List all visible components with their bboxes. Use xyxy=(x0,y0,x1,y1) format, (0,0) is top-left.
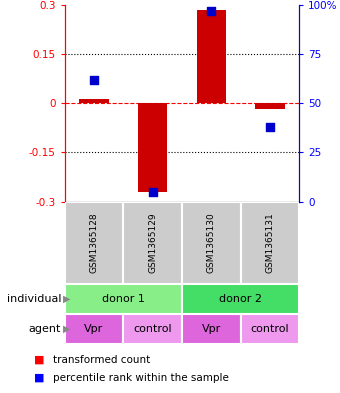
Text: GSM1365131: GSM1365131 xyxy=(266,213,274,273)
Bar xyxy=(197,10,226,103)
Bar xyxy=(182,202,241,284)
Text: control: control xyxy=(251,324,289,334)
Text: GSM1365130: GSM1365130 xyxy=(207,213,216,273)
Point xyxy=(150,189,155,195)
Text: percentile rank within the sample: percentile rank within the sample xyxy=(53,373,228,383)
Bar xyxy=(255,103,285,109)
Bar xyxy=(123,202,182,284)
Text: donor 2: donor 2 xyxy=(219,294,262,304)
Text: individual: individual xyxy=(7,294,61,304)
Text: ■: ■ xyxy=(34,355,45,365)
Bar xyxy=(123,314,182,344)
Bar xyxy=(79,99,108,103)
Bar xyxy=(65,202,123,284)
Text: GSM1365129: GSM1365129 xyxy=(148,213,157,273)
Bar xyxy=(138,103,167,192)
Text: Vpr: Vpr xyxy=(84,324,104,334)
Text: transformed count: transformed count xyxy=(53,355,150,365)
Bar xyxy=(65,284,182,314)
Text: agent: agent xyxy=(29,324,61,334)
Text: Vpr: Vpr xyxy=(202,324,221,334)
Point xyxy=(267,124,273,130)
Bar xyxy=(241,314,299,344)
Bar xyxy=(65,314,123,344)
Text: control: control xyxy=(133,324,172,334)
Text: donor 1: donor 1 xyxy=(102,294,145,304)
Text: ■: ■ xyxy=(34,373,45,383)
Point xyxy=(208,8,214,14)
Point xyxy=(91,77,97,83)
Bar xyxy=(182,314,241,344)
Text: ▶: ▶ xyxy=(63,324,70,334)
Text: GSM1365128: GSM1365128 xyxy=(89,213,98,273)
Bar xyxy=(182,284,299,314)
Text: ▶: ▶ xyxy=(63,294,70,304)
Bar xyxy=(241,202,299,284)
